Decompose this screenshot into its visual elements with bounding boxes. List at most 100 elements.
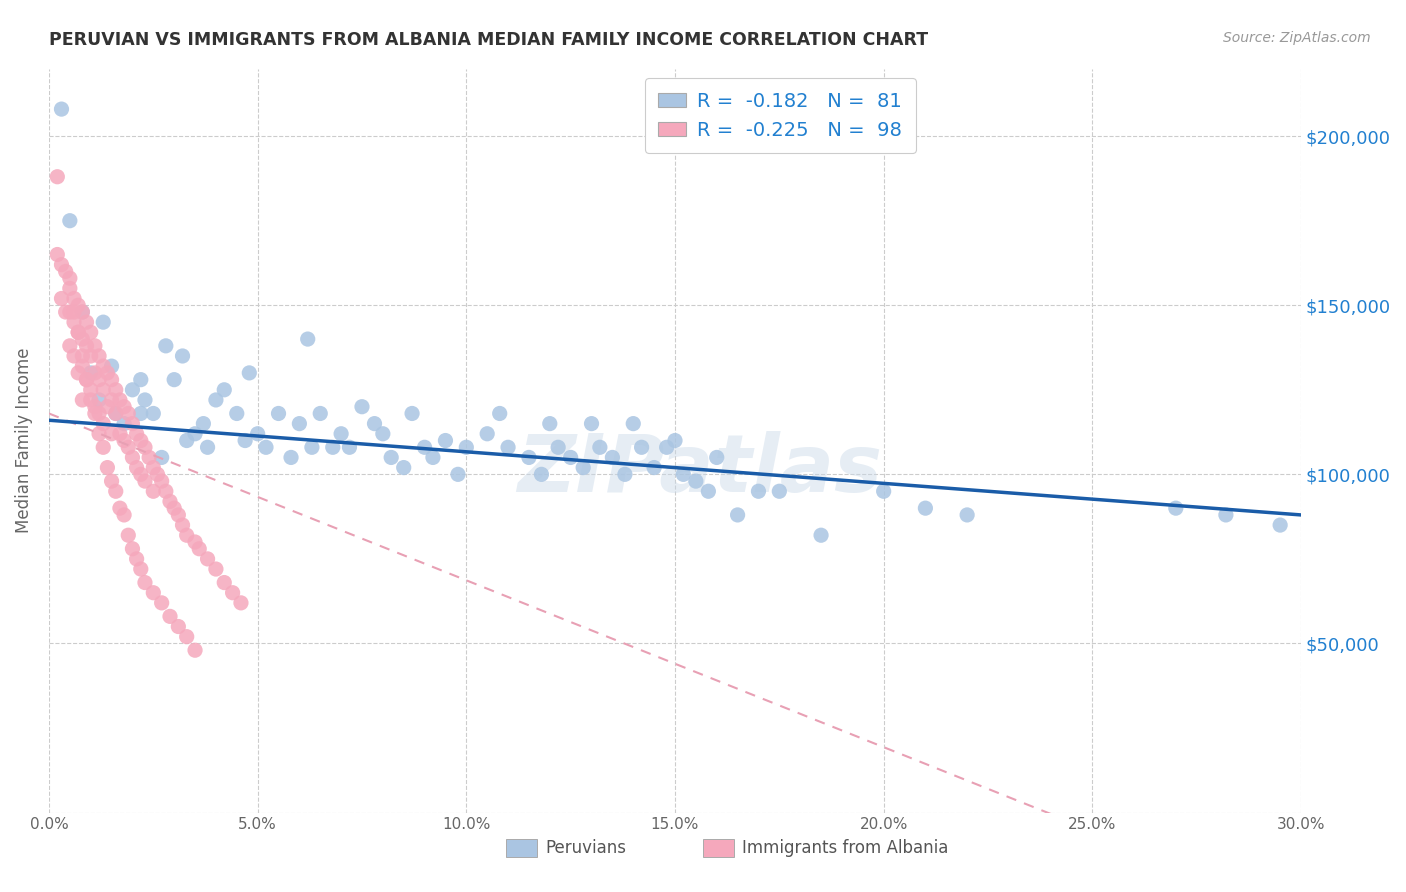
Point bbox=[176, 434, 198, 448]
Point bbox=[172, 518, 194, 533]
Point bbox=[83, 339, 105, 353]
Point bbox=[100, 392, 122, 407]
Point bbox=[288, 417, 311, 431]
Point bbox=[330, 426, 353, 441]
Point bbox=[768, 484, 790, 499]
Point bbox=[112, 400, 135, 414]
Point bbox=[1215, 508, 1237, 522]
Point bbox=[392, 460, 415, 475]
Point bbox=[706, 450, 728, 465]
Point bbox=[59, 305, 82, 319]
Point bbox=[59, 339, 82, 353]
Point bbox=[134, 474, 156, 488]
Point bbox=[76, 315, 98, 329]
Point bbox=[59, 213, 82, 227]
Point bbox=[672, 467, 695, 482]
Point bbox=[197, 440, 219, 454]
Point bbox=[155, 339, 177, 353]
Point bbox=[159, 494, 181, 508]
Text: Source: ZipAtlas.com: Source: ZipAtlas.com bbox=[1223, 31, 1371, 45]
Point bbox=[83, 366, 105, 380]
Point bbox=[350, 400, 373, 414]
Point bbox=[155, 484, 177, 499]
Point bbox=[125, 552, 148, 566]
Point bbox=[67, 326, 90, 340]
Point bbox=[205, 392, 228, 407]
Point bbox=[233, 434, 256, 448]
Text: Immigrants from Albania: Immigrants from Albania bbox=[742, 839, 949, 857]
Point bbox=[146, 467, 169, 482]
Point bbox=[91, 315, 114, 329]
Point bbox=[589, 440, 612, 454]
Point bbox=[697, 484, 720, 499]
Text: ZIPatlas: ZIPatlas bbox=[517, 432, 883, 509]
Point bbox=[530, 467, 553, 482]
Point bbox=[55, 264, 77, 278]
Point bbox=[100, 426, 122, 441]
Point bbox=[72, 332, 94, 346]
Point bbox=[560, 450, 582, 465]
Point bbox=[51, 102, 73, 116]
Point bbox=[339, 440, 361, 454]
Point bbox=[280, 450, 302, 465]
Point bbox=[621, 417, 644, 431]
Point bbox=[121, 383, 143, 397]
Point bbox=[129, 434, 152, 448]
Point bbox=[91, 359, 114, 373]
Point bbox=[67, 366, 90, 380]
Point bbox=[188, 541, 211, 556]
Point bbox=[447, 467, 470, 482]
Point bbox=[138, 450, 160, 465]
Point bbox=[96, 400, 118, 414]
Point bbox=[104, 484, 127, 499]
Point bbox=[297, 332, 319, 346]
Point bbox=[184, 426, 207, 441]
Point bbox=[96, 366, 118, 380]
Point bbox=[87, 407, 110, 421]
Point bbox=[80, 366, 103, 380]
Point bbox=[59, 271, 82, 285]
Point bbox=[747, 484, 769, 499]
Text: Peruvians: Peruvians bbox=[546, 839, 627, 857]
Point bbox=[117, 407, 139, 421]
Point bbox=[129, 407, 152, 421]
Point bbox=[112, 508, 135, 522]
Point bbox=[172, 349, 194, 363]
Point bbox=[246, 426, 269, 441]
Point bbox=[46, 169, 69, 184]
Point bbox=[100, 373, 122, 387]
Point bbox=[121, 541, 143, 556]
Point bbox=[72, 305, 94, 319]
Point bbox=[914, 501, 936, 516]
Point bbox=[496, 440, 519, 454]
Point bbox=[63, 315, 86, 329]
Point bbox=[572, 460, 595, 475]
Point bbox=[91, 383, 114, 397]
Point bbox=[134, 575, 156, 590]
Point bbox=[422, 450, 444, 465]
Point bbox=[72, 359, 94, 373]
Point bbox=[221, 585, 243, 599]
Point bbox=[1164, 501, 1187, 516]
Text: PERUVIAN VS IMMIGRANTS FROM ALBANIA MEDIAN FAMILY INCOME CORRELATION CHART: PERUVIAN VS IMMIGRANTS FROM ALBANIA MEDI… bbox=[49, 31, 928, 49]
Point bbox=[477, 426, 499, 441]
Point bbox=[214, 383, 236, 397]
Point bbox=[72, 392, 94, 407]
Point bbox=[80, 349, 103, 363]
Point bbox=[104, 383, 127, 397]
Point bbox=[100, 474, 122, 488]
Point bbox=[142, 484, 165, 499]
Point bbox=[129, 562, 152, 576]
Point bbox=[184, 643, 207, 657]
Point bbox=[488, 407, 510, 421]
Point bbox=[238, 366, 260, 380]
Point bbox=[685, 474, 707, 488]
Point bbox=[643, 460, 665, 475]
Point bbox=[142, 407, 165, 421]
Point bbox=[125, 460, 148, 475]
Point bbox=[63, 305, 86, 319]
Point bbox=[229, 596, 252, 610]
Point bbox=[108, 392, 131, 407]
Point bbox=[67, 326, 90, 340]
Point bbox=[96, 460, 118, 475]
